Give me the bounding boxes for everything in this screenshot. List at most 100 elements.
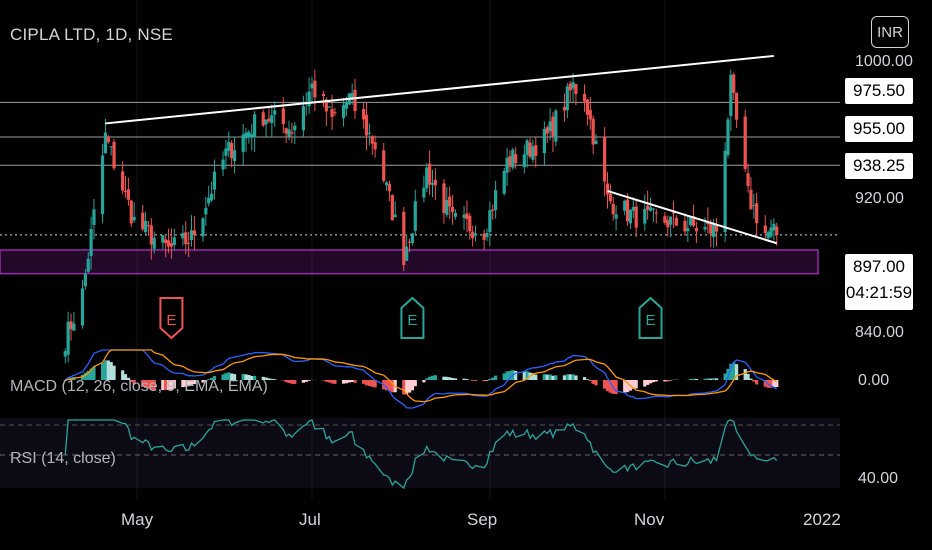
trendline[interactable] — [607, 189, 778, 245]
price-tick-1000: 1000.00 — [855, 53, 913, 70]
earnings-marker[interactable]: E — [638, 296, 663, 339]
macd-bar — [387, 380, 392, 391]
candle — [244, 128, 248, 153]
candle — [241, 124, 245, 166]
macd-bar — [253, 375, 257, 380]
candle — [387, 180, 392, 202]
candle — [290, 122, 294, 144]
candle — [301, 95, 305, 137]
candle — [393, 201, 397, 218]
candle — [775, 222, 779, 246]
macd-bar — [293, 380, 297, 384]
macd-bar — [689, 378, 693, 380]
candle — [525, 138, 529, 168]
rsi-label[interactable]: RSI (14, close) — [10, 450, 116, 467]
candle — [307, 77, 311, 114]
candle — [726, 116, 730, 158]
macd-bar — [729, 363, 733, 380]
candle — [522, 144, 526, 174]
candle — [422, 175, 426, 203]
macd-bar — [224, 373, 228, 380]
candle — [752, 194, 756, 219]
macd-bar — [703, 378, 707, 380]
macd-bar — [330, 380, 334, 384]
candle — [384, 181, 389, 191]
candle — [86, 252, 90, 274]
macd-histogram — [63, 360, 779, 395]
candle — [261, 109, 265, 128]
macd-bar — [654, 380, 658, 382]
trendline[interactable] — [105, 54, 774, 125]
candle — [631, 197, 635, 219]
candle — [189, 215, 194, 247]
macd-bar — [327, 380, 331, 383]
time-label-2022: 2022 — [803, 510, 841, 529]
macd-bar — [244, 374, 248, 380]
candle — [448, 186, 452, 219]
macd-bar — [373, 380, 377, 388]
macd-bar — [166, 380, 171, 390]
macd-bar — [531, 373, 535, 380]
macd-bar — [221, 374, 225, 380]
candle — [511, 147, 515, 171]
candle — [574, 83, 578, 106]
candle — [212, 159, 217, 200]
macd-bar — [775, 380, 779, 388]
macd-bar — [89, 368, 93, 380]
macd-bar — [545, 374, 549, 380]
candle — [551, 112, 555, 153]
macd-bar — [473, 380, 478, 381]
macd-bar — [562, 375, 567, 380]
macd-bar — [109, 362, 113, 380]
macd-bar — [651, 380, 655, 383]
macd-bar — [442, 376, 446, 380]
candle — [201, 217, 205, 242]
macd-bar — [341, 380, 346, 384]
macd-bar — [390, 380, 394, 393]
earnings-marker[interactable]: E — [400, 296, 425, 339]
candle — [683, 213, 687, 236]
macd-bar — [209, 377, 214, 380]
currency-button[interactable]: INR — [871, 16, 909, 48]
macd-bar — [144, 380, 148, 388]
candle — [554, 109, 558, 147]
candle — [528, 137, 532, 159]
candle — [485, 228, 489, 241]
candle — [591, 115, 595, 155]
macd-bar — [362, 380, 366, 384]
candle — [634, 199, 638, 238]
candle — [766, 230, 770, 240]
macd-bar — [614, 380, 618, 394]
candle — [112, 138, 116, 171]
candle — [141, 204, 145, 232]
earnings-marker[interactable]: E — [159, 297, 184, 340]
macd-bar — [405, 380, 409, 395]
rsi-background — [0, 418, 840, 488]
macd-bar — [488, 378, 492, 380]
candle — [402, 207, 406, 272]
candle — [703, 217, 707, 232]
macd-bar — [430, 375, 435, 380]
macd-bar — [350, 380, 354, 382]
macd-bar — [132, 380, 136, 385]
macd-bar — [141, 380, 145, 387]
macd-line — [64, 349, 778, 409]
candle — [482, 229, 486, 251]
candle — [709, 219, 713, 248]
candle — [608, 184, 612, 205]
macd-bar — [565, 374, 569, 380]
candle — [405, 234, 409, 262]
candle — [651, 208, 655, 223]
candle — [545, 125, 549, 144]
macd-bar — [714, 378, 719, 380]
candle — [187, 231, 191, 257]
macd-label[interactable]: MACD (12, 26, close, 9, EMA, EMA) — [10, 378, 268, 395]
macd-bar — [723, 373, 727, 380]
candle — [568, 80, 572, 103]
candle — [611, 197, 615, 221]
macd-bar — [568, 374, 572, 380]
price-tick-840: 840.00 — [855, 324, 904, 341]
time-label-nov: Nov — [634, 510, 665, 529]
macd-bar — [548, 374, 552, 380]
